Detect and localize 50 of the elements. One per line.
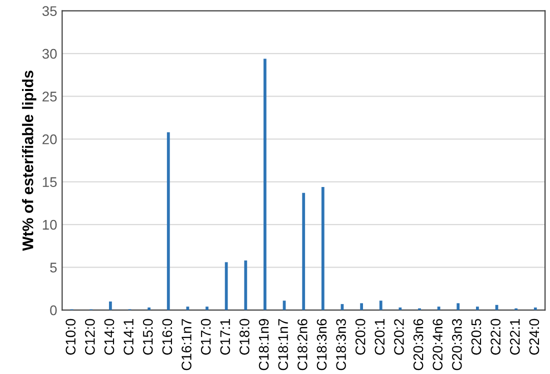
x-tick-label: C20:4n6 (432, 318, 443, 370)
bar (264, 58, 266, 310)
bar (456, 303, 460, 310)
bar (398, 307, 402, 310)
bar (302, 192, 306, 310)
y-tick-label: 35 (42, 6, 57, 16)
y-tick-label: 10 (42, 220, 57, 230)
y-tick-label: 20 (42, 134, 57, 144)
y-tick-label: 0 (50, 305, 57, 316)
y-axis-title: Wt% of esterifiable lipids (22, 70, 36, 251)
x-tick-label: C16:1n7 (182, 319, 192, 370)
x-tick-label: C15:0 (142, 318, 153, 355)
y-tick-label: 5 (50, 262, 57, 272)
x-tick-label: C18:1n7 (278, 319, 288, 370)
x-tick-label: C24:0 (529, 318, 540, 355)
bar (476, 306, 479, 310)
x-tick-label: C18:0 (240, 318, 250, 355)
bar (108, 301, 112, 310)
bar (437, 306, 440, 310)
x-tick-label: C18:3n3 (336, 318, 346, 370)
x-tick-label: C20:2 (394, 319, 404, 355)
x-tick-label: C20:1 (374, 319, 385, 355)
bar (224, 262, 228, 310)
x-tick-label: C20:5 (471, 318, 482, 355)
bar (379, 300, 382, 310)
bar (206, 306, 208, 310)
y-tick-label: 25 (42, 92, 57, 102)
x-tick-label: C12:0 (85, 318, 95, 355)
x-tick-label: C18:1n9 (258, 319, 269, 370)
bar (321, 186, 324, 310)
x-tick-label: C17:0 (200, 318, 211, 355)
x-tick-label: C22:0 (490, 318, 500, 355)
bar (166, 132, 170, 310)
bar (244, 260, 248, 310)
bar (534, 307, 537, 310)
bar (360, 303, 363, 310)
x-tick-label: C22:1 (510, 319, 520, 355)
y-tick-label: 15 (42, 177, 57, 187)
x-tick-label: C20:0 (355, 318, 366, 355)
x-tick-label: C20:3n3 (452, 318, 462, 370)
x-tick-label: C17:1 (220, 319, 230, 355)
x-tick-label: C14:1 (124, 319, 134, 355)
x-tick-label: C18:3n6 (316, 318, 327, 370)
x-tick-label: C18:2n6 (297, 318, 308, 370)
y-tick-label: 30 (42, 48, 57, 59)
x-tick-label: C16:0 (162, 318, 172, 355)
bar (148, 307, 151, 310)
x-tick-label: C10:0 (66, 318, 76, 355)
x-tick-label: C20:3n6 (413, 318, 424, 370)
x-tick-label: C14:0 (104, 318, 114, 355)
